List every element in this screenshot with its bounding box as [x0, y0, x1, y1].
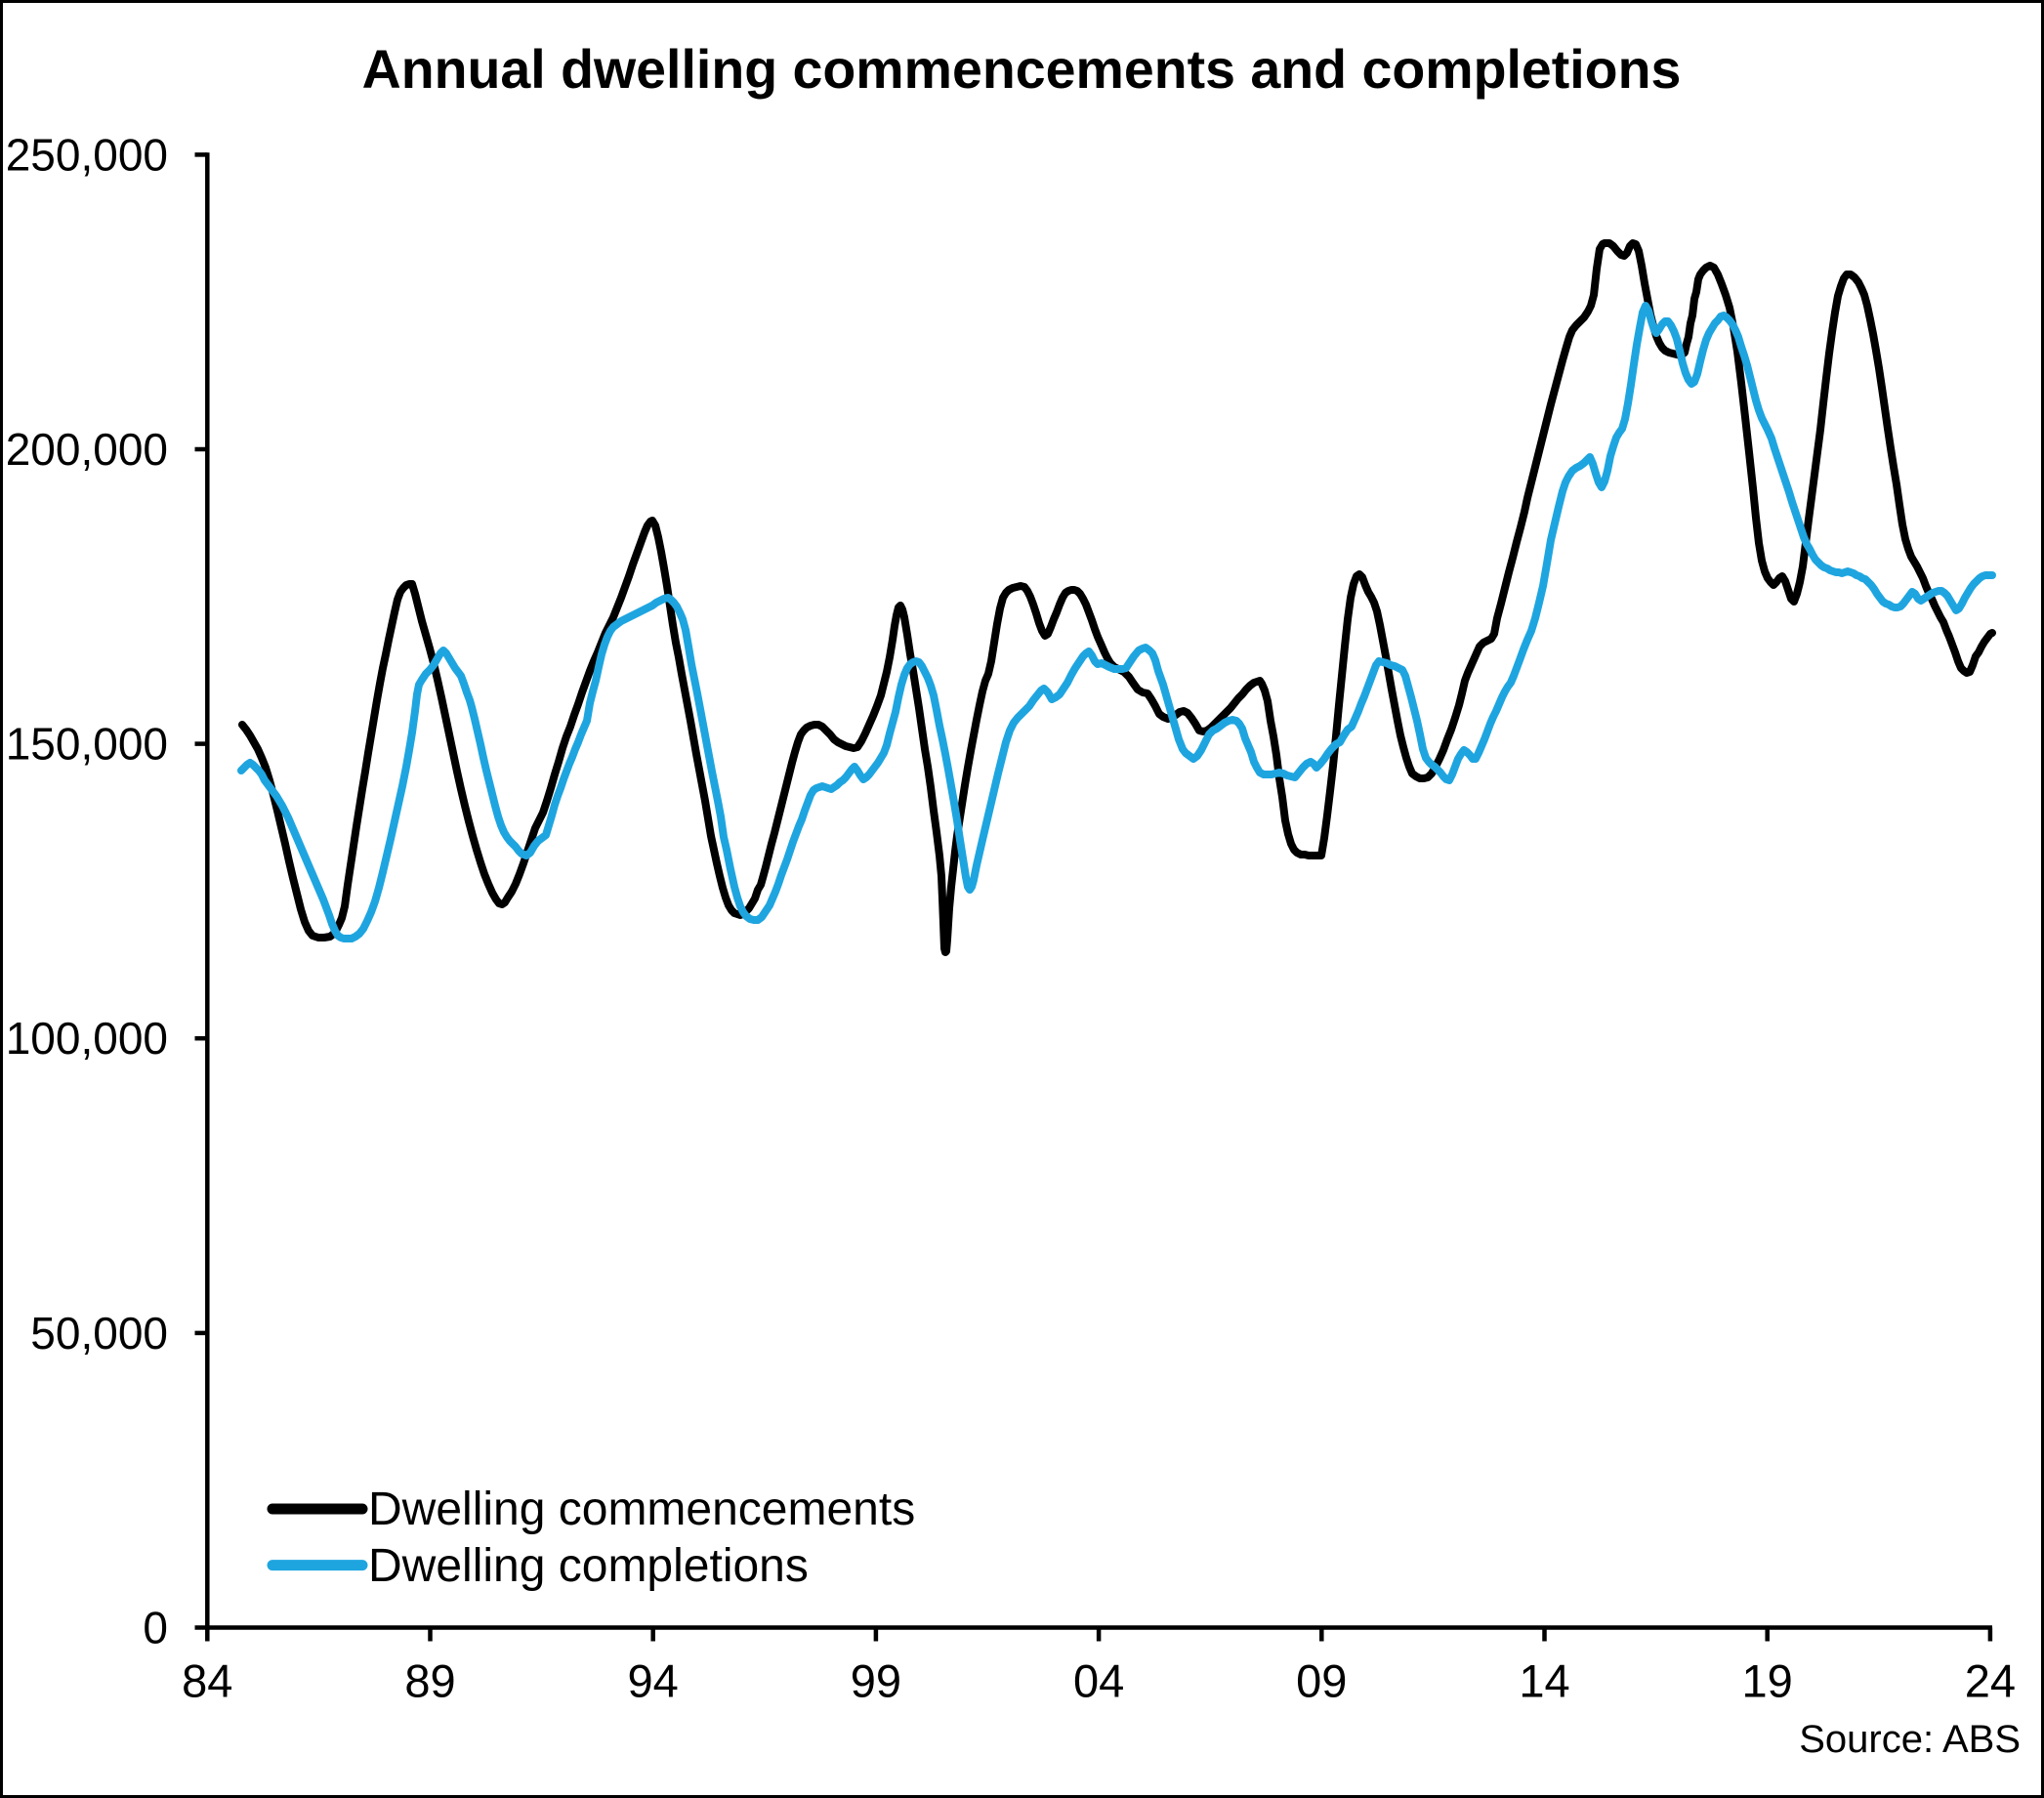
svg-text:250,000: 250,000	[6, 129, 168, 180]
svg-text:99: 99	[851, 1655, 901, 1707]
svg-text:09: 09	[1296, 1655, 1347, 1707]
svg-text:50,000: 50,000	[30, 1308, 168, 1359]
svg-text:84: 84	[182, 1655, 232, 1707]
svg-text:0: 0	[143, 1603, 168, 1653]
svg-text:Annual dwelling commencements: Annual dwelling commencements and comple…	[362, 39, 1682, 100]
svg-text:14: 14	[1519, 1655, 1569, 1707]
svg-text:Dwelling completions: Dwelling completions	[368, 1540, 809, 1592]
svg-text:Dwelling commencements: Dwelling commencements	[368, 1484, 915, 1535]
svg-text:100,000: 100,000	[6, 1013, 168, 1064]
svg-text:04: 04	[1073, 1655, 1124, 1707]
svg-text:94: 94	[628, 1655, 679, 1707]
svg-text:24: 24	[1965, 1655, 2016, 1707]
svg-text:19: 19	[1742, 1655, 1793, 1707]
svg-text:Source: ABS: Source: ABS	[1799, 1718, 2021, 1761]
svg-text:200,000: 200,000	[6, 424, 168, 475]
svg-text:150,000: 150,000	[6, 719, 168, 770]
svg-text:89: 89	[404, 1655, 455, 1707]
